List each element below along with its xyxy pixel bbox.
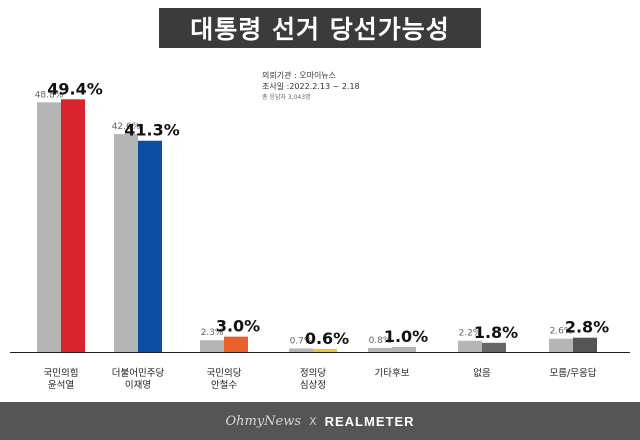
- category-label-3-1: 심상정: [300, 380, 326, 391]
- label-prev-6: 2.6%: [550, 327, 573, 337]
- survey-date: 조사일 :2022.2.13 ~ 2.18: [262, 82, 360, 91]
- bar-prev-6: [549, 338, 573, 352]
- category-label-2-1: 안철수: [211, 380, 237, 391]
- label-current-1: 41.3%: [124, 121, 180, 140]
- category-label-4-0: 기타후보: [375, 368, 410, 379]
- footer-realmeter-logo: REALMETER: [324, 413, 415, 429]
- bar-current-5: [482, 342, 506, 352]
- category-label-0-1: 윤석열: [48, 380, 74, 391]
- bar-current-6: [573, 337, 597, 352]
- survey-info: 의뢰기관 : 오마이뉴스 조사일 :2022.2.13 ~ 2.18 총 응답자…: [262, 70, 382, 103]
- category-label-1-0: 더불어민주당: [112, 368, 165, 379]
- label-prev-1: 42.6%: [112, 122, 141, 132]
- chart-title: 대통령 선거 당선가능성: [159, 8, 481, 48]
- footer: OhmyNews X REALMETER: [0, 402, 640, 440]
- label-prev-2: 2.3%: [201, 328, 224, 338]
- category-label-2-0: 국민의당: [207, 368, 242, 379]
- survey-client: 의뢰기관 : 오마이뉴스: [262, 71, 337, 80]
- category-label-1-1: 이재명: [125, 380, 151, 391]
- label-prev-4: 0.8%: [369, 336, 392, 346]
- bar-current-0: [61, 99, 85, 352]
- category-label-5-0: 없음: [473, 367, 491, 379]
- label-current-0: 49.4%: [47, 79, 103, 98]
- label-current-2: 3.0%: [216, 317, 260, 336]
- label-prev-3: 0.7%: [290, 336, 313, 346]
- bar-prev-3: [289, 348, 313, 352]
- bar-prev-2: [200, 340, 224, 352]
- bar-prev-5: [458, 340, 482, 352]
- bar-prev-4: [368, 347, 392, 352]
- category-label-6-0: 모름/무응답: [550, 367, 597, 379]
- category-label-0-0: 국민의힘: [44, 368, 79, 379]
- label-current-6: 2.8%: [565, 318, 609, 337]
- footer-ohmynews-logo: OhmyNews: [225, 413, 302, 429]
- bar-current-4: [392, 346, 416, 352]
- label-prev-5: 2.2%: [459, 329, 482, 339]
- bar-current-2: [224, 336, 248, 352]
- label-current-4: 1.0%: [384, 327, 428, 346]
- bar-current-1: [138, 140, 162, 352]
- bar-prev-1: [114, 134, 138, 352]
- label-current-5: 1.8%: [474, 323, 518, 342]
- bar-prev-0: [37, 102, 61, 352]
- survey-respondents: 총 응답자 3,043명: [262, 94, 311, 101]
- label-prev-0: 48.8%: [35, 90, 64, 100]
- footer-separator: X: [309, 414, 317, 428]
- category-label-3-0: 정의당: [300, 368, 326, 379]
- label-current-3: 0.6%: [305, 329, 349, 348]
- bar-current-3: [313, 348, 337, 352]
